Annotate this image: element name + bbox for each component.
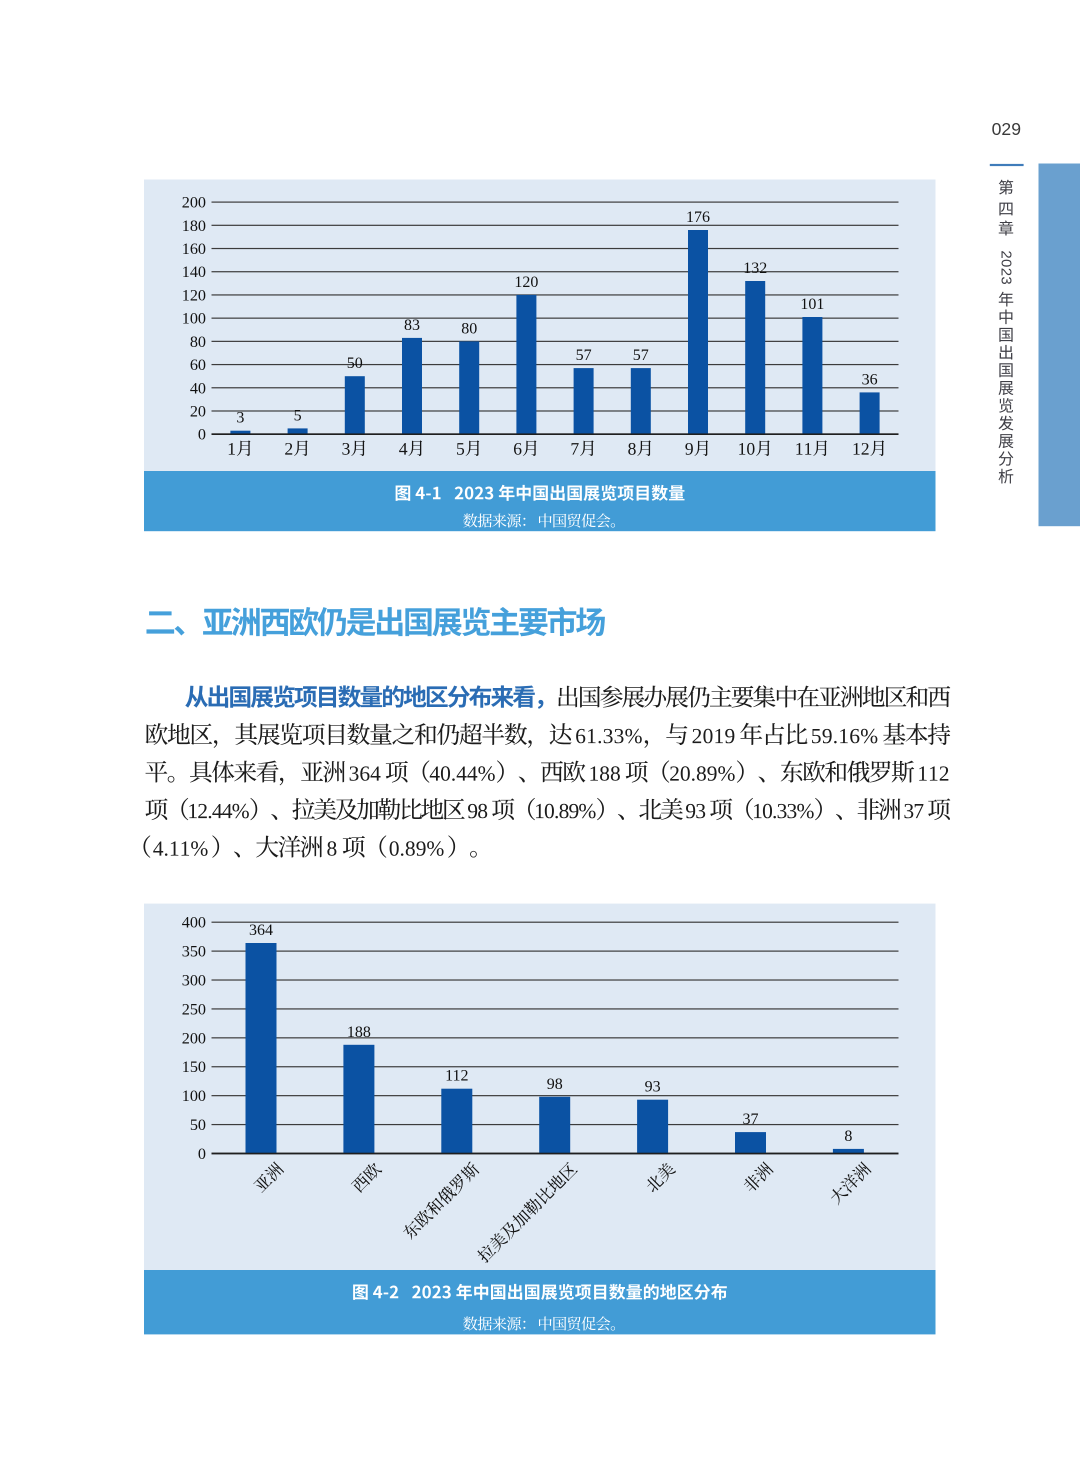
svg-text:132: 132 — [743, 260, 767, 277]
svg-text:120: 120 — [182, 286, 206, 304]
svg-text:250: 250 — [182, 1000, 206, 1018]
svg-text:60: 60 — [190, 356, 206, 374]
svg-text:100: 100 — [182, 310, 206, 328]
svg-text:57: 57 — [633, 347, 649, 364]
svg-text:2: 2 — [998, 250, 1015, 258]
svg-text:57: 57 — [576, 347, 592, 364]
svg-text:80: 80 — [190, 333, 206, 351]
svg-text:5: 5 — [294, 407, 302, 424]
svg-text:36: 36 — [862, 371, 878, 388]
svg-text:300: 300 — [182, 972, 206, 990]
svg-text:2: 2 — [998, 268, 1015, 276]
svg-text:400: 400 — [182, 914, 206, 932]
svg-text:0: 0 — [998, 259, 1015, 267]
svg-text:50: 50 — [347, 355, 363, 372]
svg-text:112: 112 — [445, 1068, 468, 1085]
svg-text:80: 80 — [461, 320, 477, 337]
svg-text:8: 8 — [844, 1128, 852, 1145]
svg-text:40: 40 — [190, 379, 206, 397]
svg-text:200: 200 — [182, 1029, 206, 1047]
svg-text:50: 50 — [190, 1116, 206, 1134]
svg-text:93: 93 — [645, 1079, 661, 1096]
svg-text:0: 0 — [198, 1145, 206, 1163]
svg-text:3: 3 — [236, 410, 244, 427]
svg-text:0: 0 — [198, 426, 206, 444]
svg-text:364: 364 — [249, 922, 273, 939]
svg-text:120: 120 — [514, 274, 538, 291]
svg-text:20: 20 — [190, 403, 206, 421]
svg-text:140: 140 — [182, 263, 206, 281]
svg-text:176: 176 — [686, 209, 710, 226]
svg-text:188: 188 — [347, 1024, 371, 1041]
svg-text:200: 200 — [182, 194, 206, 212]
svg-text:180: 180 — [182, 217, 206, 235]
svg-text:150: 150 — [182, 1058, 206, 1076]
svg-text:98: 98 — [547, 1076, 563, 1093]
svg-text:100: 100 — [182, 1087, 206, 1105]
svg-text:37: 37 — [743, 1111, 759, 1128]
svg-text:160: 160 — [182, 240, 206, 258]
svg-text:101: 101 — [800, 296, 824, 313]
svg-text:83: 83 — [404, 317, 420, 334]
svg-text:350: 350 — [182, 943, 206, 961]
svg-text:029: 029 — [992, 119, 1021, 139]
svg-text:3: 3 — [998, 276, 1015, 284]
